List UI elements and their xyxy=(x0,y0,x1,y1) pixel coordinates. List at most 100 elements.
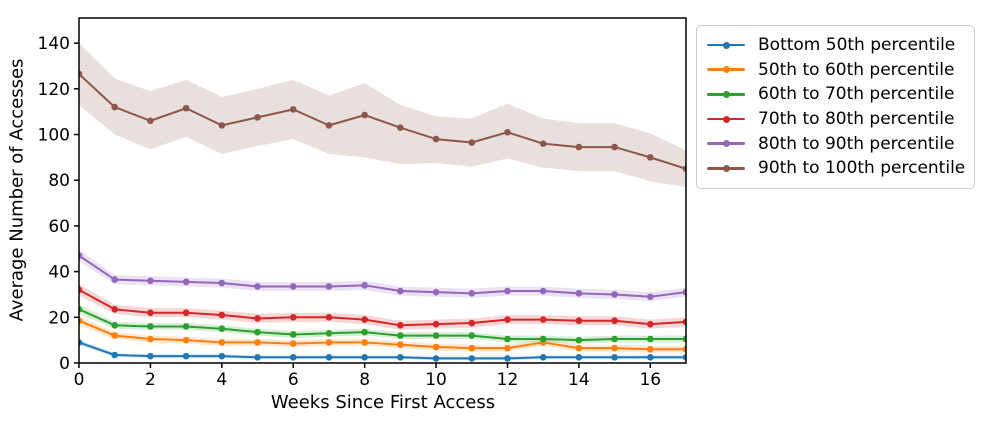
data-point-70th-80th xyxy=(575,317,583,325)
legend-label: 60th to 70th percentile xyxy=(758,84,955,105)
data-point-bottom-50th xyxy=(682,353,686,361)
data-point-70th-80th xyxy=(646,320,654,328)
data-point-50th-60th xyxy=(111,332,119,339)
data-point-80th-90th xyxy=(682,288,686,296)
data-point-bottom-50th xyxy=(289,353,297,361)
data-point-bottom-50th xyxy=(539,353,547,361)
data-point-70th-80th xyxy=(682,318,686,326)
series-line-90th-100th xyxy=(79,73,686,170)
x-tick-label: 2 xyxy=(145,370,156,390)
data-point-80th-90th xyxy=(611,291,618,298)
data-point-60th-70th xyxy=(611,335,618,343)
data-point-80th-90th xyxy=(361,282,368,289)
legend-label: 70th to 80th percentile xyxy=(758,108,955,129)
data-point-bottom-50th xyxy=(646,353,654,361)
data-point-70th-80th xyxy=(432,320,440,328)
data-point-80th-90th xyxy=(504,287,511,295)
legend-label: 50th to 60th percentile xyxy=(758,59,955,80)
data-point-90th-100th xyxy=(611,143,618,151)
data-point-50th-60th xyxy=(79,317,83,325)
data-point-60th-70th xyxy=(575,336,583,344)
x-tick-label: 6 xyxy=(288,370,299,390)
legend-item-bottom-50th: Bottom 50th percentile xyxy=(707,36,964,55)
data-point-50th-60th xyxy=(289,340,297,347)
data-point-50th-60th xyxy=(575,344,583,352)
series-band-80th-90th xyxy=(79,249,686,302)
series-line-bottom-50th xyxy=(79,341,686,360)
data-point-50th-60th xyxy=(182,336,190,344)
data-point-80th-90th xyxy=(468,290,476,297)
data-point-70th-80th xyxy=(611,317,618,325)
data-point-90th-100th xyxy=(432,135,440,143)
data-point-50th-60th xyxy=(682,345,686,353)
data-point-90th-100th xyxy=(289,106,297,113)
data-point-60th-70th xyxy=(432,332,440,339)
data-point-50th-60th xyxy=(218,339,226,346)
data-point-90th-100th xyxy=(646,154,654,161)
y-tick-label: 80 xyxy=(48,171,70,191)
x-axis-label: Weeks Since First Access xyxy=(270,392,496,413)
data-point-80th-90th xyxy=(289,283,297,290)
data-point-80th-90th xyxy=(575,290,583,297)
y-tick-label: 100 xyxy=(38,126,70,146)
legend-label: 90th to 100th percentile xyxy=(758,158,966,179)
legend-label: Bottom 50th percentile xyxy=(758,34,956,55)
series-line-70th-80th xyxy=(79,289,686,327)
data-point-60th-70th xyxy=(361,328,368,336)
data-point-70th-80th xyxy=(539,316,547,323)
data-point-60th-70th xyxy=(397,332,404,339)
y-tick-label: 140 xyxy=(38,34,70,54)
data-point-bottom-50th xyxy=(182,352,190,360)
plot-border xyxy=(78,17,687,364)
x-tick-label: 10 xyxy=(425,370,447,390)
data-point-70th-80th xyxy=(79,286,83,294)
data-point-bottom-50th xyxy=(254,353,261,361)
x-tick-label: 8 xyxy=(359,370,370,390)
data-point-70th-80th xyxy=(504,316,511,323)
data-point-80th-90th xyxy=(254,283,261,290)
data-point-bottom-50th xyxy=(397,353,404,361)
series-band-70th-80th xyxy=(79,284,686,330)
data-point-bottom-50th xyxy=(575,353,583,361)
data-point-bottom-50th xyxy=(504,355,511,362)
data-point-90th-100th xyxy=(361,111,368,119)
data-point-60th-70th xyxy=(289,331,297,338)
x-tick-label: 14 xyxy=(568,370,590,390)
data-point-60th-70th xyxy=(682,335,686,343)
data-point-80th-90th xyxy=(325,283,333,290)
x-tick-label: 12 xyxy=(497,370,519,390)
data-point-80th-90th xyxy=(218,279,226,287)
data-point-70th-80th xyxy=(289,314,297,321)
legend-line-marker-icon xyxy=(707,139,745,148)
legend-line-marker-icon xyxy=(707,164,745,173)
legend-item-70th-80th: 70th to 80th percentile xyxy=(707,110,964,129)
data-point-60th-70th xyxy=(79,306,83,313)
legend-line-marker-icon xyxy=(707,90,745,99)
data-point-70th-80th xyxy=(182,309,190,317)
data-point-50th-60th xyxy=(646,345,654,353)
data-point-70th-80th xyxy=(468,319,476,327)
data-point-60th-70th xyxy=(182,323,190,330)
data-point-60th-70th xyxy=(111,322,119,329)
data-point-90th-100th xyxy=(79,70,83,78)
data-point-90th-100th xyxy=(682,165,686,173)
y-tick-label: 60 xyxy=(48,217,70,237)
data-point-50th-60th xyxy=(611,344,618,352)
data-point-80th-90th xyxy=(397,287,404,295)
data-point-50th-60th xyxy=(147,335,154,343)
data-point-70th-80th xyxy=(254,315,261,322)
data-point-bottom-50th xyxy=(147,352,154,360)
data-point-70th-80th xyxy=(325,314,333,321)
data-point-80th-90th xyxy=(432,288,440,296)
series-band-90th-100th xyxy=(79,43,686,188)
data-point-60th-70th xyxy=(468,332,476,339)
data-point-90th-100th xyxy=(218,122,226,129)
data-point-80th-90th xyxy=(147,277,154,285)
y-tick-label: 0 xyxy=(59,354,70,374)
data-point-90th-100th xyxy=(325,122,333,129)
legend: Bottom 50th percentile 50th to 60th perc… xyxy=(696,25,975,189)
data-point-80th-90th xyxy=(646,293,654,301)
data-point-bottom-50th xyxy=(218,352,226,360)
data-point-bottom-50th xyxy=(361,353,368,361)
